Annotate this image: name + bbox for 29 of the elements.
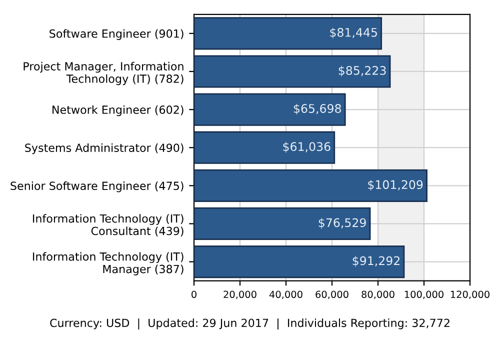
x-tick-label: 120,000 [450, 290, 490, 300]
bar [194, 17, 382, 50]
text: Currency: USD | Updated: 29 Jun 2017 | Individuals Reporting: 32,772 [50, 318, 450, 330]
data-label: $65,698 [294, 104, 341, 115]
y-tick-label: Network Engineer (602) [52, 105, 184, 116]
data-label: $101,209 [368, 180, 423, 191]
y-tick-label: Software Engineer (901) [50, 29, 184, 40]
y-tick-label: Systems Administrator (490) [25, 143, 184, 154]
bar [194, 55, 391, 88]
bar [194, 169, 428, 202]
bar [194, 93, 346, 126]
x-tick-label: 80,000 [362, 290, 394, 300]
y-tick-label: Senior Software Engineer (475) [10, 181, 184, 192]
data-label: $76,529 [318, 218, 366, 229]
data-label: $85,223 [338, 66, 386, 76]
x-tick-label: 20,000 [224, 290, 256, 300]
y-tick-label: Information Technology (IT) Manager (387) [33, 252, 184, 276]
x-tick-label: 40,000 [269, 290, 302, 300]
x-tick-label: 60,000 [316, 290, 348, 300]
bar [194, 207, 371, 240]
data-label: $61,036 [283, 142, 330, 153]
x-tick-label: 0 [192, 290, 196, 298]
x-tick-label: 100,000 [404, 290, 444, 300]
y-tick-label: Information Technology (IT) Consultant (439) [33, 214, 184, 236]
y-tick-label: Project Manager, Information Technology (IT) (782) [24, 62, 184, 86]
bar [194, 245, 405, 278]
data-label: $81,445 [330, 28, 377, 38]
bar [194, 131, 336, 164]
data-label: $91,292 [352, 256, 400, 267]
